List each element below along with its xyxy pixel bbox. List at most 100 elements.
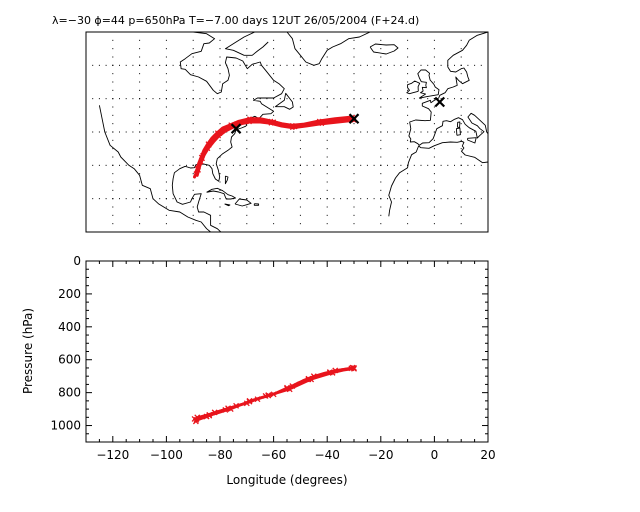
grid-dot <box>286 131 288 133</box>
grid-dot <box>474 64 476 66</box>
grid-dot <box>480 64 482 66</box>
grid-dot <box>259 131 261 133</box>
grid-dot <box>353 189 355 191</box>
x-tick-label: −100 <box>150 448 183 462</box>
grid-dot <box>273 64 275 66</box>
grid-dot <box>467 131 469 133</box>
grid-dot <box>306 198 308 200</box>
grid-dot <box>139 156 141 158</box>
map-frame <box>85 31 489 233</box>
grid-dot <box>366 198 368 200</box>
figure-title: λ=−30 ϕ=44 p=650hPa T=−7.00 days 12UT 26… <box>52 14 419 27</box>
x-tick-label: −20 <box>368 448 393 462</box>
grid-dot <box>460 39 462 41</box>
coastline-greenland <box>286 32 371 66</box>
grid-dot <box>380 131 382 133</box>
grid-dot <box>320 64 321 66</box>
grid-dot <box>273 148 275 150</box>
grid-dot <box>165 148 167 150</box>
grid-dot <box>246 206 248 208</box>
grid-dot <box>192 223 194 225</box>
grid-dot <box>353 156 355 158</box>
grid-dot <box>380 206 382 208</box>
y-tick-label: 800 <box>58 386 81 400</box>
grid-dot <box>212 98 214 100</box>
grid-dot <box>333 131 335 133</box>
grid-dot <box>219 56 221 58</box>
grid-dot <box>353 64 355 66</box>
grid-dot <box>152 164 154 166</box>
grid-dot <box>139 131 141 133</box>
grid-dot <box>433 173 435 175</box>
grid-dot <box>92 98 94 100</box>
grid-dot <box>333 198 335 200</box>
grid-dot <box>326 56 328 58</box>
grid-dot <box>105 98 107 100</box>
grid-dot <box>427 131 429 133</box>
grid-dot <box>407 123 409 125</box>
grid-dot <box>273 56 275 58</box>
grid-dot <box>433 198 435 200</box>
map-trajectory-point <box>200 152 206 158</box>
grid-dot <box>219 156 221 158</box>
grid-dot <box>353 181 355 183</box>
y-tick-label: 600 <box>58 353 81 367</box>
grid-dot <box>219 164 221 166</box>
grid-dot <box>387 98 388 100</box>
grid-dot <box>212 198 214 200</box>
grid-dot <box>353 223 355 225</box>
grid-dot <box>165 206 167 208</box>
grid-dot <box>112 198 114 200</box>
grid-dot <box>139 181 141 183</box>
grid-dot <box>145 64 147 66</box>
grid-dot <box>139 123 141 125</box>
grid-dot <box>132 131 134 133</box>
grid-dot <box>346 131 348 133</box>
map-marker-x <box>348 113 360 124</box>
grid-dot <box>286 198 288 200</box>
grid-dot <box>98 198 100 200</box>
grid-dot <box>219 106 221 108</box>
grid-dot <box>440 64 442 66</box>
grid-dot <box>139 139 141 141</box>
grid-dot <box>273 106 275 108</box>
grid-dot <box>125 164 127 166</box>
grid-dot <box>139 164 141 166</box>
grid-dot <box>139 64 141 66</box>
grid-dot <box>460 173 462 175</box>
grid-dot <box>165 123 167 125</box>
grid-dot <box>340 131 342 133</box>
grid-dot <box>192 114 194 116</box>
grid-dot <box>192 198 194 200</box>
grid-dot <box>299 156 301 158</box>
grid-dot <box>219 81 221 83</box>
grid-dot <box>253 198 254 200</box>
grid-dot <box>440 98 442 100</box>
grid-dot <box>192 189 194 191</box>
grid-dot <box>206 64 208 66</box>
grid-dot <box>145 98 147 100</box>
grid-dot <box>326 164 328 166</box>
pressure-frame <box>85 260 489 443</box>
grid-dot <box>353 164 355 166</box>
grid-dot <box>306 98 308 100</box>
coastline-jamaica <box>224 203 231 207</box>
grid-dot <box>119 64 120 66</box>
grid-dot <box>246 39 248 41</box>
grid-dot <box>246 223 248 225</box>
grid-dot <box>246 81 248 83</box>
grid-dot <box>407 189 409 191</box>
pressure-trajectory-point <box>284 384 290 391</box>
grid-dot <box>407 148 409 150</box>
grid-dot <box>246 64 248 66</box>
grid-dot <box>246 56 248 58</box>
grid-dot <box>98 164 100 166</box>
grid-dot <box>273 173 275 175</box>
grid-dot <box>387 131 388 133</box>
grid-dot <box>474 98 476 100</box>
pressure-trajectory-point <box>305 376 312 383</box>
grid-dot <box>407 223 409 225</box>
grid-dot <box>98 64 100 66</box>
grid-dot <box>326 181 328 183</box>
grid-dot <box>192 206 194 208</box>
